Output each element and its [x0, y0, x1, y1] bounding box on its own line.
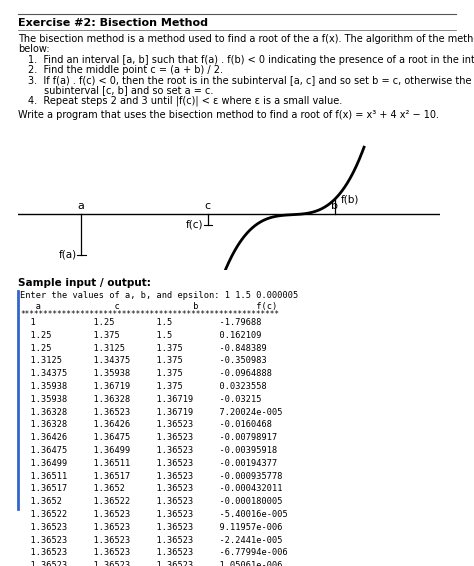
Text: 1           1.25        1.5         -1.79688: 1 1.25 1.5 -1.79688 [20, 318, 262, 327]
Text: f(a): f(a) [59, 250, 77, 260]
Text: 1.35938     1.36719     1.375       0.0323558: 1.35938 1.36719 1.375 0.0323558 [20, 382, 267, 391]
Text: c: c [205, 201, 211, 211]
Text: 4.  Repeat steps 2 and 3 until |f(c)| < ε where ε is a small value.: 4. Repeat steps 2 and 3 until |f(c)| < ε… [28, 95, 342, 105]
Text: below:: below: [18, 44, 50, 54]
Text: a: a [78, 201, 85, 211]
Text: 1.  Find an interval [a, b] such that f(a) . f(b) < 0 indicating the presence of: 1. Find an interval [a, b] such that f(a… [28, 55, 474, 65]
Text: Exercise #2: Bisection Method: Exercise #2: Bisection Method [18, 18, 208, 28]
Text: 1.3125      1.34375     1.375       -0.350983: 1.3125 1.34375 1.375 -0.350983 [20, 357, 267, 366]
Text: 1.36523     1.36523     1.36523     -2.2441e-005: 1.36523 1.36523 1.36523 -2.2441e-005 [20, 535, 283, 544]
Text: 1.36475     1.36499     1.36523     -0.00395918: 1.36475 1.36499 1.36523 -0.00395918 [20, 446, 277, 455]
Text: 1.36523     1.36523     1.36523     1.05061e-006: 1.36523 1.36523 1.36523 1.05061e-006 [20, 561, 283, 566]
Text: 1.35938     1.36328     1.36719     -0.03215: 1.35938 1.36328 1.36719 -0.03215 [20, 395, 262, 404]
Text: 1.36499     1.36511     1.36523     -0.00194377: 1.36499 1.36511 1.36523 -0.00194377 [20, 459, 277, 468]
Text: ********************************************************: ****************************************… [20, 310, 279, 319]
Text: 1.36523     1.36523     1.36523     -6.77994e-006: 1.36523 1.36523 1.36523 -6.77994e-006 [20, 548, 288, 558]
Text: a              c              b           f(c): a c b f(c) [20, 302, 277, 311]
Text: Sample input / output:: Sample input / output: [18, 278, 151, 288]
Text: 3.  If f(a) . f(c) < 0, then the root is in the subinterval [a, c] and so set b : 3. If f(a) . f(c) < 0, then the root is … [28, 75, 474, 85]
Text: 1.3652      1.36522     1.36523     -0.000180005: 1.3652 1.36522 1.36523 -0.000180005 [20, 497, 283, 506]
Text: 1.25        1.3125      1.375       -0.848389: 1.25 1.3125 1.375 -0.848389 [20, 344, 267, 353]
Text: The bisection method is a method used to find a root of the a f(x). The algorith: The bisection method is a method used to… [18, 34, 474, 44]
Text: 1.36517     1.3652      1.36523     -0.000432011: 1.36517 1.3652 1.36523 -0.000432011 [20, 484, 283, 494]
Text: 1.36328     1.36523     1.36719     7.20024e-005: 1.36328 1.36523 1.36719 7.20024e-005 [20, 408, 283, 417]
Text: subinterval [c, b] and so set a = c.: subinterval [c, b] and so set a = c. [44, 85, 213, 95]
Text: 1.36523     1.36523     1.36523     9.11957e-006: 1.36523 1.36523 1.36523 9.11957e-006 [20, 523, 283, 532]
Text: 1.25        1.375       1.5         0.162109: 1.25 1.375 1.5 0.162109 [20, 331, 262, 340]
Text: 1.36328     1.36426     1.36523     -0.0160468: 1.36328 1.36426 1.36523 -0.0160468 [20, 421, 272, 430]
Text: 2.  Find the middle point c = (a + b) / 2.: 2. Find the middle point c = (a + b) / 2… [28, 65, 223, 75]
Text: 1.34375     1.35938     1.375       -0.0964888: 1.34375 1.35938 1.375 -0.0964888 [20, 369, 272, 378]
Text: Enter the values of a, b, and epsilon: 1 1.5 0.000005: Enter the values of a, b, and epsilon: 1… [20, 291, 298, 300]
Text: 1.36522     1.36523     1.36523     -5.40016e-005: 1.36522 1.36523 1.36523 -5.40016e-005 [20, 510, 288, 519]
Text: 1.36511     1.36517     1.36523     -0.000935778: 1.36511 1.36517 1.36523 -0.000935778 [20, 471, 283, 481]
Text: Write a program that uses the bisection method to find a root of f(x) = x³ + 4 x: Write a program that uses the bisection … [18, 110, 439, 120]
Text: f(c): f(c) [186, 220, 204, 230]
Text: 1.36426     1.36475     1.36523     -0.00798917: 1.36426 1.36475 1.36523 -0.00798917 [20, 433, 277, 442]
Text: b: b [331, 201, 338, 211]
Text: f(b): f(b) [341, 195, 359, 204]
